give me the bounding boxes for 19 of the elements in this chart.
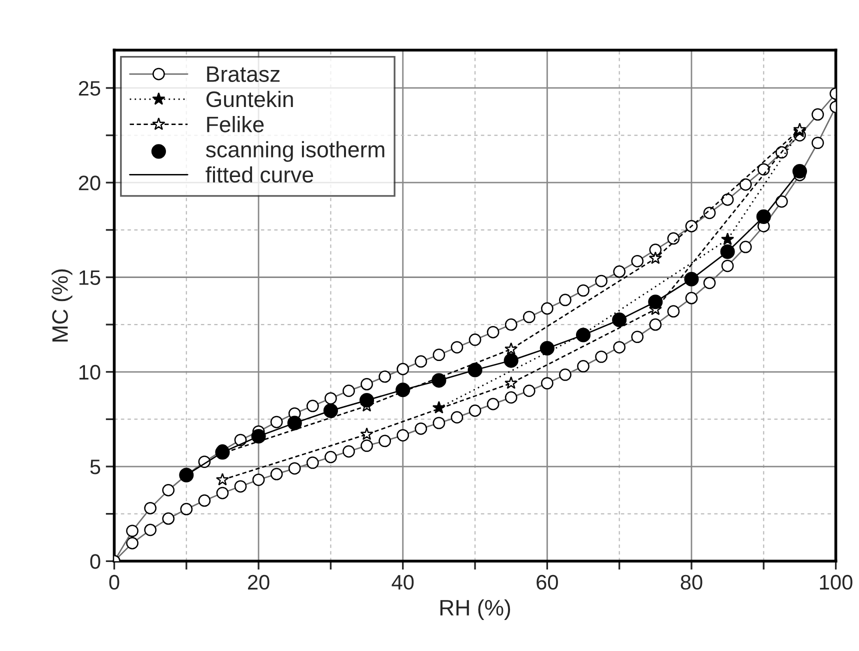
y-tick-label: 10 [79,364,100,380]
y-tick-label: 15 [79,270,100,286]
x-tick-label: 0 [109,574,120,590]
legend-label: Bratasz [207,66,280,82]
x-tick-label: 60 [536,574,558,590]
legend-label: Felike [207,116,264,132]
x-tick-label: 20 [248,574,270,590]
legend-label: Guntekin [206,90,293,108]
y-tick-label: 20 [78,176,100,190]
x-tick-label: 40 [392,574,414,590]
y-tick-label: 25 [78,80,100,96]
y-tick-label: 5 [90,460,100,474]
x-axis-title: RH (%) [440,599,510,620]
legend-label: fitted curve [206,166,314,183]
x-tick-label: 80 [680,574,702,590]
x-tick-label: 100 [820,574,852,590]
y-axis-title: MC (%) [52,269,72,342]
legend-label: scanning isotherm [206,141,384,162]
y-tick-label: 0 [90,554,100,569]
